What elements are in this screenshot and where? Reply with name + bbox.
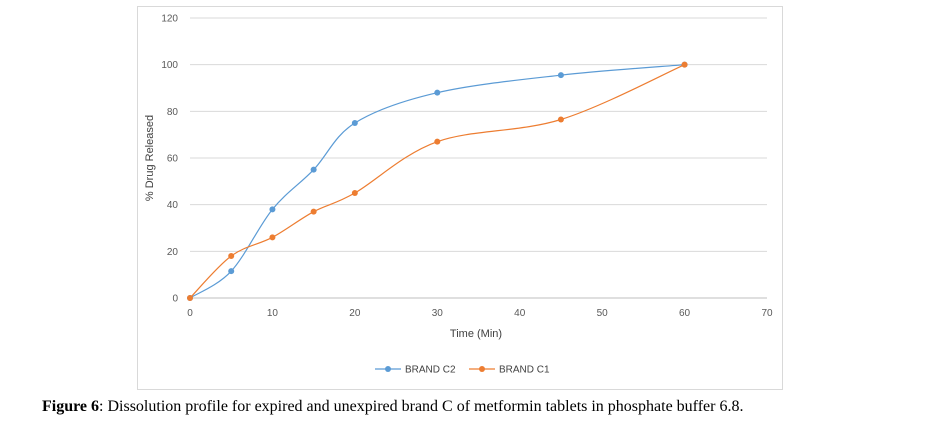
data-point: [434, 89, 441, 96]
series-brand-c2: [187, 61, 688, 301]
data-point: [351, 120, 358, 126]
data-point: [310, 166, 317, 173]
legend-swatch-marker: [385, 366, 391, 372]
y-tick-label: 0: [172, 294, 178, 305]
x-tick-label: 10: [267, 308, 279, 319]
y-tick-label: 40: [167, 200, 179, 211]
data-point: [557, 116, 564, 123]
legend: BRAND C2 BRAND C1: [375, 365, 550, 376]
legend-item-brand-c1: BRAND C1: [469, 365, 550, 376]
y-tick-label: 20: [167, 247, 179, 258]
x-tick-label: 0: [187, 308, 193, 319]
data-point: [681, 61, 688, 68]
data-point: [228, 268, 235, 275]
data-point: [557, 72, 564, 79]
series-line-brand-c1: [189, 64, 685, 299]
chart-area: [137, 6, 783, 390]
data-point: [351, 190, 358, 196]
x-tick-label: 50: [597, 308, 609, 319]
legend-item-brand-c2: BRAND C2: [375, 365, 456, 376]
y-axis-title: % Drug Released: [144, 115, 156, 201]
figure-caption-text: : Dissolution profile for expired and un…: [99, 398, 744, 415]
gridlines: [190, 17, 767, 299]
data-point: [187, 295, 193, 301]
x-tick-label: 30: [432, 308, 444, 319]
y-tick-label: 60: [167, 154, 179, 165]
y-tick-label: 100: [161, 60, 178, 71]
data-point: [269, 234, 276, 241]
data-point: [310, 208, 317, 215]
legend-swatch-marker: [479, 366, 485, 372]
data-point: [434, 138, 441, 145]
y-axis-ticks: 0 20 40 60 80 100 120: [161, 14, 178, 305]
legend-label: BRAND C1: [499, 365, 550, 376]
y-tick-label: 80: [167, 107, 179, 118]
x-tick-label: 20: [349, 308, 361, 319]
x-tick-label: 60: [679, 308, 691, 319]
series-layer: [187, 61, 688, 301]
x-axis-ticks: 0 10 20 30 40 50 60 70: [187, 308, 773, 319]
series-brand-c1: [187, 61, 688, 301]
x-tick-label: 70: [761, 308, 773, 319]
legend-label: BRAND C2: [405, 365, 456, 376]
data-point: [228, 253, 235, 259]
figure-caption: Figure 6: Dissolution profile for expire…: [42, 398, 743, 416]
y-tick-label: 120: [161, 14, 178, 25]
data-point: [269, 206, 276, 213]
x-axis-title: Time (Min): [450, 328, 502, 340]
x-tick-label: 40: [514, 308, 526, 319]
figure-label: Figure 6: [42, 398, 100, 415]
